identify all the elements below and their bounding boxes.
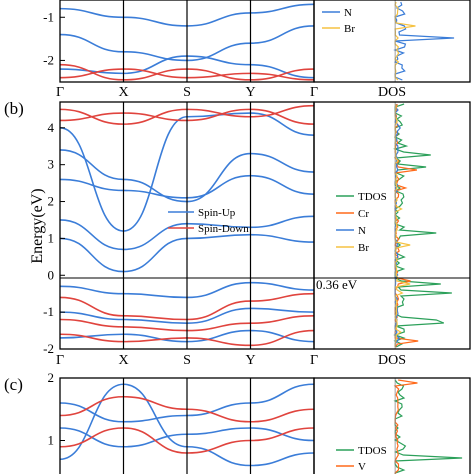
kpoint-label: S xyxy=(183,353,191,368)
kpoint-label: Y xyxy=(245,353,255,368)
panel-c-dos-legend: TDOS V xyxy=(336,445,387,473)
panel-c-dos-frame xyxy=(313,377,471,474)
ytick-label: 3 xyxy=(48,157,55,172)
panel-b: (b) Γ X S Y Γ -2 -1 0 1 2 3 4 Energy(eV) DOS 0.36 … xyxy=(4,99,471,368)
panel-c-label: (c) xyxy=(4,375,23,394)
ytick-label: 2 xyxy=(48,194,55,209)
dos-curve xyxy=(393,379,418,474)
panel-c-yticks: 12 xyxy=(48,370,65,448)
panel-a-dos xyxy=(393,0,455,82)
kpoint-label: Γ xyxy=(310,353,318,368)
ytick-label: 1 xyxy=(48,230,55,245)
dos-curve xyxy=(393,103,452,348)
ytick-label: -1 xyxy=(43,304,54,319)
panel-a-yticks: -2 -1 xyxy=(43,9,65,67)
panel-c: (c) 12 TDOS V xyxy=(4,370,471,474)
panel-c-dos xyxy=(393,378,463,474)
panel-b-ylabel: Energy(eV) xyxy=(29,188,46,263)
panel-b-dos xyxy=(393,102,452,349)
panel-b-legend-cr: Cr xyxy=(358,208,369,220)
kpoint-label: X xyxy=(118,353,128,368)
panel-a-legend-br: Br xyxy=(344,23,355,35)
panel-b-dos-frame xyxy=(313,101,471,350)
panel-b-legend-spin-up: Spin-Up xyxy=(198,207,236,219)
dos-curve xyxy=(393,379,463,474)
kpoint-label: Γ xyxy=(56,353,64,368)
panel-b-band-legend: Spin-Up Spin-Down xyxy=(168,207,249,235)
panel-b-gap-annotation: 0.36 eV xyxy=(316,277,358,292)
panel-b-dos-legend: TDOS Cr N Br xyxy=(336,191,387,254)
kpoint-label: S xyxy=(183,85,191,100)
panel-b-yticks: -2 -1 0 1 2 3 4 xyxy=(43,120,65,356)
ytick-label: -2 xyxy=(43,52,54,67)
panel-a: Γ X S Y Γ -2 -1 DOS N Br xyxy=(43,0,471,100)
panel-c-legend-tdos: TDOS xyxy=(358,445,387,457)
band-line xyxy=(59,383,315,467)
ytick-label: 1 xyxy=(48,433,55,448)
kpoint-label: Y xyxy=(245,85,255,100)
ytick-label: -1 xyxy=(43,9,54,24)
panel-b-legend-br: Br xyxy=(358,242,369,254)
dos-curve xyxy=(393,1,455,81)
kpoint-label: X xyxy=(118,85,128,100)
kpoint-label: Γ xyxy=(56,85,64,100)
panel-c-kpath-lines xyxy=(122,378,252,474)
ytick-label: 0 xyxy=(48,267,55,282)
panel-b-legend-tdos: TDOS xyxy=(358,191,387,203)
panel-b-dos-label: DOS xyxy=(378,353,406,368)
panel-b-legend-spin-down: Spin-Down xyxy=(198,223,249,235)
panel-b-legend-n: N xyxy=(358,225,366,237)
panel-a-legend-n: N xyxy=(344,7,352,19)
panel-a-dos-label: DOS xyxy=(378,85,406,100)
panel-a-dos-frame xyxy=(313,0,471,83)
panel-a-legend: N Br xyxy=(322,7,355,35)
ytick-label: 4 xyxy=(48,120,55,135)
panel-c-legend-v: V xyxy=(358,461,366,473)
ytick-label: 2 xyxy=(48,370,55,385)
kpoint-label: Γ xyxy=(310,85,318,100)
panel-b-label: (b) xyxy=(4,99,24,118)
ytick-label: -2 xyxy=(43,341,54,356)
